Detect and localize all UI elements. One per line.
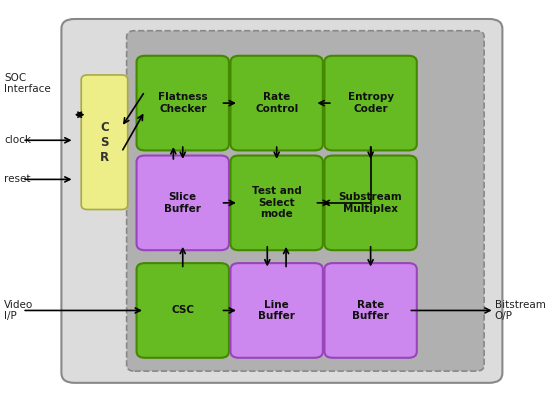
- FancyBboxPatch shape: [136, 263, 229, 358]
- Text: C
S
R: C S R: [100, 121, 109, 164]
- FancyBboxPatch shape: [136, 56, 229, 151]
- Text: CSC: CSC: [171, 305, 194, 316]
- Text: Video
I/P: Video I/P: [4, 300, 33, 321]
- FancyBboxPatch shape: [231, 156, 323, 250]
- FancyBboxPatch shape: [231, 263, 323, 358]
- FancyBboxPatch shape: [325, 156, 417, 250]
- Text: Line
Buffer: Line Buffer: [258, 300, 295, 321]
- FancyBboxPatch shape: [325, 263, 417, 358]
- FancyBboxPatch shape: [61, 19, 502, 383]
- Text: reset: reset: [4, 175, 30, 184]
- Text: Entropy
Coder: Entropy Coder: [348, 92, 394, 114]
- Text: Slice
Buffer: Slice Buffer: [164, 192, 201, 214]
- Text: Test and
Select
mode: Test and Select mode: [252, 186, 301, 219]
- Text: Bitstream
O/P: Bitstream O/P: [495, 300, 545, 321]
- Text: clock: clock: [4, 135, 31, 145]
- FancyBboxPatch shape: [231, 56, 323, 151]
- FancyBboxPatch shape: [81, 75, 128, 210]
- FancyBboxPatch shape: [136, 156, 229, 250]
- FancyBboxPatch shape: [325, 56, 417, 151]
- Text: Rate
Buffer: Rate Buffer: [352, 300, 389, 321]
- Text: SOC
Interface: SOC Interface: [4, 73, 51, 94]
- FancyBboxPatch shape: [126, 31, 484, 371]
- Text: Flatness
Checker: Flatness Checker: [158, 92, 208, 114]
- Text: Substream
Multiplex: Substream Multiplex: [339, 192, 402, 214]
- Text: Rate
Control: Rate Control: [255, 92, 298, 114]
